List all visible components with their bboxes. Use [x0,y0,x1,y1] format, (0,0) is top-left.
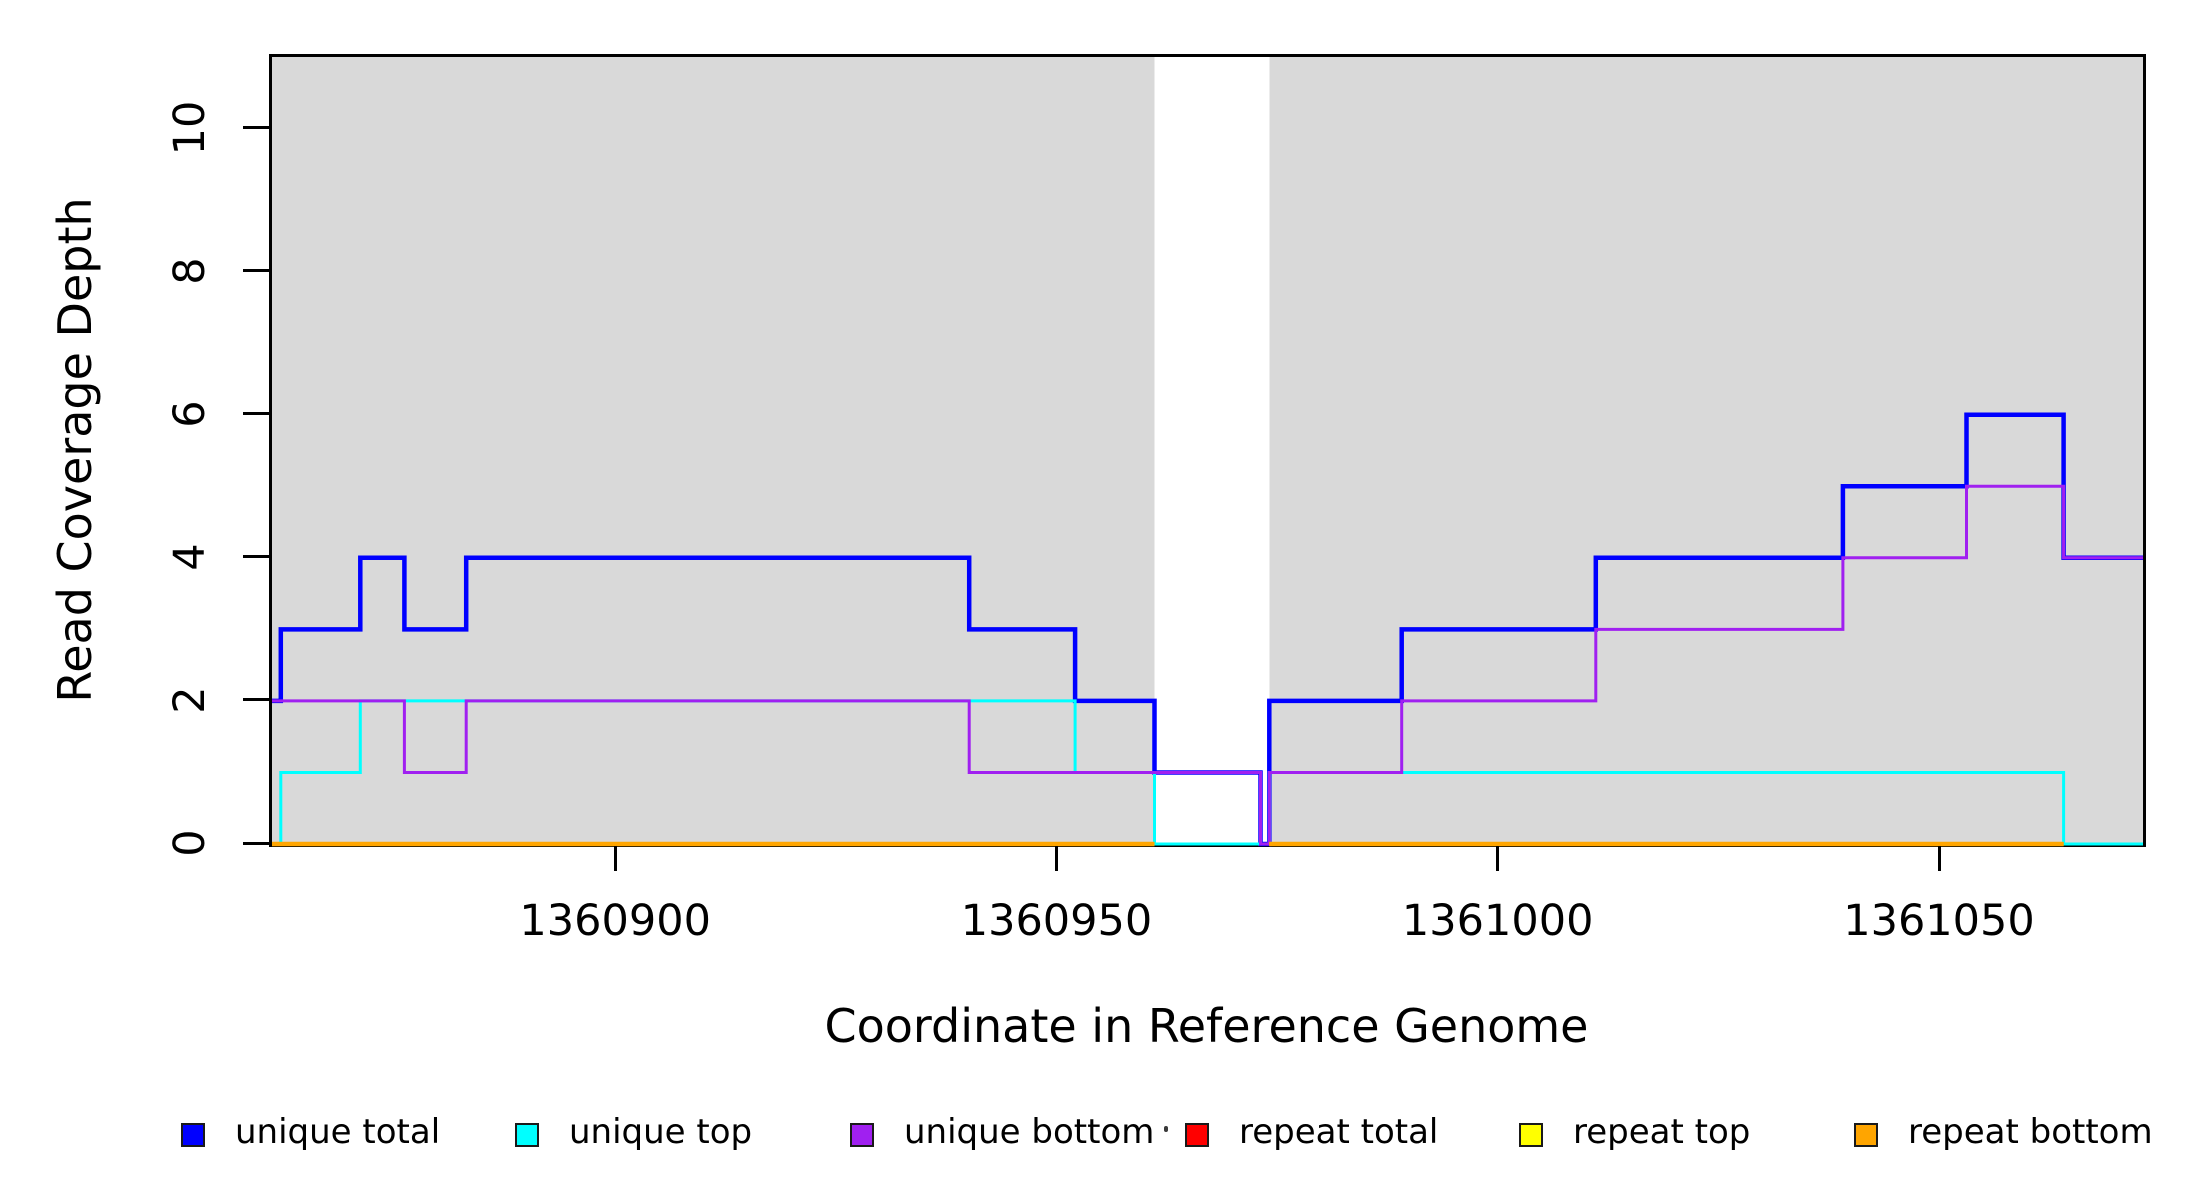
x-tick-label: 1360900 [519,896,711,946]
y-tick-label: 2 [165,686,215,714]
x-tick-label: 1361000 [1401,896,1594,946]
y-tick-mark [243,269,269,273]
shaded-region [272,57,1155,844]
x-tick-mark [613,846,617,871]
x-axis-title: Coordinate in Reference Genome [824,999,1589,1053]
y-tick-label: 4 [165,543,215,571]
legend-key-unique-top [515,1123,539,1147]
legend-key-repeat-top [1519,1123,1543,1147]
coverage-step-lines [272,57,2143,847]
y-tick-label: 8 [165,256,215,285]
legend-key-unique-total [181,1123,205,1147]
legend-label-repeat-top: repeat top [1573,1112,1751,1152]
x-tick-label: 1361050 [1843,896,2035,946]
y-tick-mark [243,555,269,559]
stray-dot-artifact [1164,1126,1168,1132]
y-tick-label: 0 [165,829,215,857]
y-axis-title: Read Coverage Depth [48,197,102,703]
x-tick-mark [1496,846,1500,871]
x-tick-mark [1055,846,1058,871]
legend-key-repeat-bottom [1854,1123,1878,1147]
shaded-region [1269,57,2143,844]
legend-label-unique-top: unique top [569,1112,753,1152]
legend-key-repeat-total [1185,1123,1209,1147]
legend-label-unique-bottom: unique bottom [904,1112,1155,1152]
legend-label-repeat-total: repeat total [1239,1112,1439,1152]
legend-key-unique-bottom [850,1123,874,1147]
plot-area [269,54,2146,847]
y-tick-mark [243,412,269,416]
y-tick-mark [243,126,269,129]
legend-label-repeat-bottom: repeat bottom [1908,1112,2153,1152]
series-unique-bottom [272,484,2143,846]
x-tick-mark [1937,846,1941,871]
y-tick-label: 10 [165,100,215,155]
x-tick-label: 1360950 [960,896,1153,946]
legend-label-unique-total: unique total [235,1112,441,1152]
y-tick-mark [243,841,269,845]
y-tick-mark [243,698,269,702]
y-tick-label: 6 [165,400,215,428]
